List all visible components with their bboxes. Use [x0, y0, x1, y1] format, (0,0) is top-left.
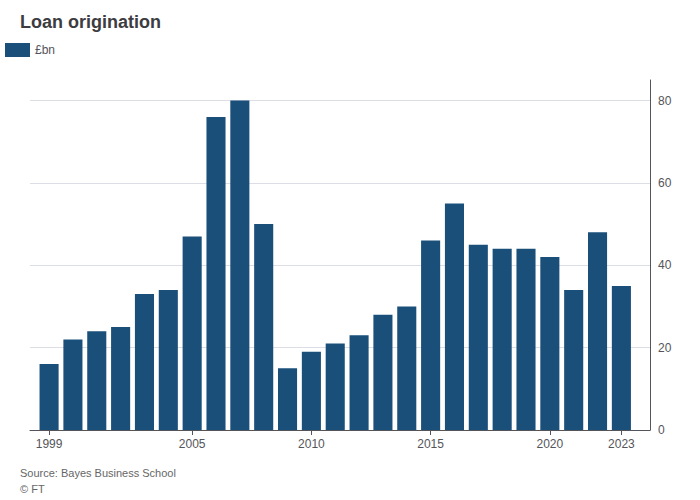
svg-text:80: 80 [658, 94, 672, 108]
svg-text:20: 20 [658, 341, 672, 355]
svg-text:2010: 2010 [298, 437, 325, 451]
svg-text:0: 0 [658, 423, 665, 437]
svg-text:Source: Bayes Business School: Source: Bayes Business School [20, 467, 176, 479]
svg-text:2015: 2015 [417, 437, 444, 451]
svg-text:2005: 2005 [179, 437, 206, 451]
svg-text:2020: 2020 [536, 437, 563, 451]
svg-text:2023: 2023 [608, 437, 635, 451]
svg-text:£bn: £bn [35, 43, 55, 57]
svg-text:© FT: © FT [20, 483, 45, 495]
svg-text:1999: 1999 [36, 437, 63, 451]
svg-text:60: 60 [658, 176, 672, 190]
svg-text:40: 40 [658, 258, 672, 272]
svg-text:Loan origination: Loan origination [20, 12, 161, 32]
